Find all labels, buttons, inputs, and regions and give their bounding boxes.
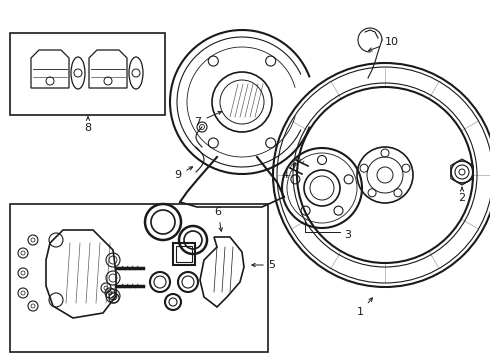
Text: 10: 10 [368, 37, 399, 51]
Text: 4: 4 [281, 163, 295, 180]
Text: 5: 5 [269, 260, 275, 270]
Text: 3: 3 [344, 230, 351, 240]
Text: 2: 2 [459, 187, 466, 203]
Bar [10, 204, 268, 352]
Text: 9: 9 [174, 167, 193, 180]
Text: 7: 7 [195, 111, 221, 127]
Bar [10, 33, 165, 115]
Text: 6: 6 [215, 207, 222, 231]
Bar [173, 243, 195, 265]
Text: 8: 8 [84, 117, 92, 133]
Bar [176, 246, 192, 262]
Text: 1: 1 [357, 298, 372, 317]
